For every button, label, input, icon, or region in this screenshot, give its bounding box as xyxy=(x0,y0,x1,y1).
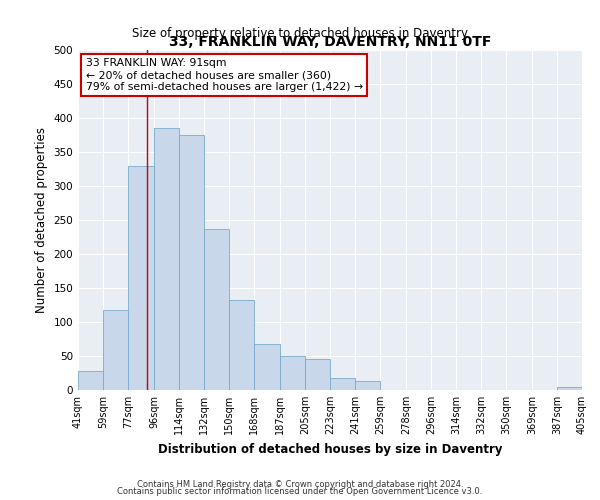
Bar xyxy=(179,135,204,390)
Text: Contains public sector information licensed under the Open Government Licence v3: Contains public sector information licen… xyxy=(118,487,482,496)
Bar xyxy=(229,300,254,390)
Bar xyxy=(355,381,380,390)
Bar xyxy=(128,166,154,390)
Text: 33 FRANKLIN WAY: 91sqm
← 20% of detached houses are smaller (360)
79% of semi-de: 33 FRANKLIN WAY: 91sqm ← 20% of detached… xyxy=(86,58,362,92)
Bar xyxy=(254,344,280,390)
Bar xyxy=(557,386,582,390)
Bar xyxy=(78,371,103,390)
Bar xyxy=(280,356,305,390)
Bar xyxy=(305,360,330,390)
X-axis label: Distribution of detached houses by size in Daventry: Distribution of detached houses by size … xyxy=(158,442,502,456)
Y-axis label: Number of detached properties: Number of detached properties xyxy=(35,127,48,313)
Title: 33, FRANKLIN WAY, DAVENTRY, NN11 0TF: 33, FRANKLIN WAY, DAVENTRY, NN11 0TF xyxy=(169,35,491,49)
Bar xyxy=(154,128,179,390)
Bar xyxy=(103,310,128,390)
Text: Size of property relative to detached houses in Daventry: Size of property relative to detached ho… xyxy=(132,28,468,40)
Text: Contains HM Land Registry data © Crown copyright and database right 2024.: Contains HM Land Registry data © Crown c… xyxy=(137,480,463,489)
Bar xyxy=(330,378,355,390)
Bar xyxy=(204,229,229,390)
